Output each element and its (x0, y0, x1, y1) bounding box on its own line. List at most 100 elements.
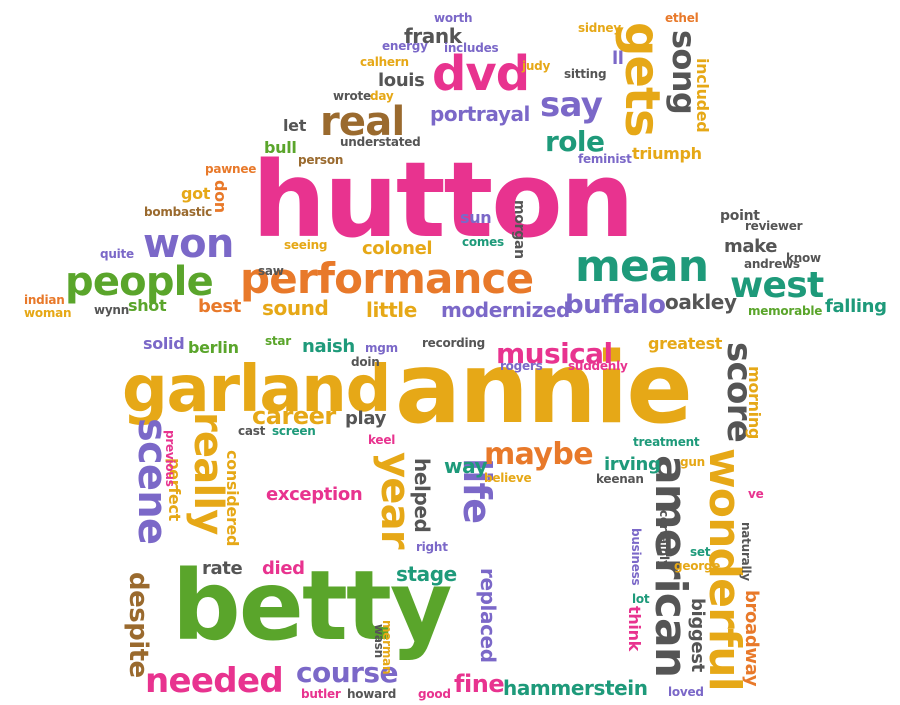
word-really: really (185, 412, 231, 535)
word-ethel: ethel (665, 11, 699, 25)
word-frank: frank (404, 24, 462, 48)
word-got: got (181, 184, 211, 203)
word-memorable: memorable (748, 304, 823, 318)
word-real: real (320, 99, 405, 145)
word-saw: saw (258, 264, 284, 278)
word-year: year (372, 452, 418, 549)
word-mean: mean (575, 241, 709, 292)
word-considered: considered (223, 450, 242, 547)
word-life: life (455, 458, 499, 524)
word-play: play (345, 408, 386, 429)
word-day: day (370, 89, 394, 103)
word-mgm: mgm (365, 341, 398, 355)
word-star: star (265, 334, 291, 348)
word-broadway: broadway (741, 590, 762, 687)
word-george: george (674, 559, 721, 573)
word-calhern: calhern (360, 55, 409, 69)
word-wynn: wynn (94, 303, 130, 317)
word-rate: rate (202, 558, 243, 579)
word-morning: morning (745, 366, 764, 440)
word-ve: ve (748, 487, 764, 501)
word-betty: betty (172, 550, 453, 662)
word-comes: comes (462, 235, 504, 249)
word-included: included (693, 58, 712, 133)
word-replaced: replaced (476, 568, 500, 663)
word-won: won (143, 221, 234, 267)
word-irving: irving (604, 454, 661, 475)
word-set: set (690, 545, 711, 559)
word-keenan: keenan (596, 472, 644, 486)
word-louis: louis (378, 70, 425, 91)
word-keel: keel (368, 433, 396, 447)
word-biggest: biggest (687, 598, 708, 672)
word-make: make (724, 236, 778, 257)
word-suddenly: suddenly (568, 359, 628, 373)
word-let: let (283, 116, 307, 135)
word-west: west (730, 265, 824, 306)
word-doin: doin (351, 355, 380, 369)
word-sun: sun (460, 208, 492, 227)
word-little: little (366, 298, 417, 322)
word-butler: butler (301, 687, 341, 701)
word-scene: scene (129, 418, 175, 545)
word-previous: previous (163, 430, 177, 487)
word-business: business (629, 528, 643, 586)
word-gets: gets (614, 22, 670, 137)
word-died: died (262, 558, 305, 579)
word-score: score (719, 342, 759, 443)
word-screen: screen (272, 424, 316, 438)
word-quite: quite (100, 247, 134, 261)
word-falling: falling (825, 296, 887, 317)
word-andrews: andrews (744, 257, 800, 271)
word-recording: recording (422, 336, 486, 350)
word-bombastic: bombastic (144, 205, 212, 219)
word-includes: includes (444, 41, 499, 55)
word-needed: needed (145, 661, 284, 701)
word-sound: sound (262, 296, 329, 320)
word-certainly: certainly (657, 510, 671, 568)
word-understated: understated (340, 135, 421, 149)
word-way: way (444, 454, 488, 478)
word-point: point (720, 208, 760, 224)
word-hutton: hutton (252, 139, 635, 261)
word-shot: shot (128, 296, 167, 315)
word-don: don (211, 180, 230, 213)
word-triumph: triumph (632, 144, 702, 163)
word-helped: helped (410, 458, 434, 533)
word-good: good (418, 687, 451, 701)
word-wonderful: wonderful (699, 448, 750, 691)
word-berlin: berlin (188, 338, 239, 357)
word-song: song (665, 30, 703, 115)
word-think: think (625, 606, 644, 651)
word-morgan: morgan (511, 200, 527, 259)
word-judy: judy (522, 59, 551, 73)
word-annie: annie (395, 332, 693, 446)
word-modernized: modernized (441, 298, 570, 322)
word-colonel: colonel (362, 238, 433, 259)
word-naish: naish (302, 336, 355, 357)
word-sitting: sitting (564, 67, 607, 81)
word-believe: believe (484, 471, 532, 485)
word-people: people (65, 259, 214, 305)
word-gun: gun (680, 455, 705, 469)
word-buffalo: buffalo (565, 290, 666, 320)
word-bull: bull (264, 138, 297, 157)
word-career: career (252, 402, 336, 430)
word-woman: woman (24, 306, 72, 320)
word-indian: indian (24, 293, 65, 307)
word-musical: musical (496, 337, 613, 370)
word-seeing: seeing (284, 238, 328, 252)
word-worth: worth (434, 11, 473, 25)
word-lot: lot (632, 592, 650, 606)
word-pawnee: pawnee (205, 162, 257, 176)
word-treatment: treatment (633, 435, 700, 449)
word-perfect: perfect (165, 458, 184, 521)
word-maybe: maybe (484, 437, 594, 472)
word-cast: cast (238, 424, 266, 438)
word-merman: merman (380, 620, 394, 675)
word-person: person (298, 153, 344, 167)
word-ll: ll (612, 48, 624, 69)
word-say: say (540, 85, 603, 125)
word-dvd: dvd (432, 46, 530, 102)
